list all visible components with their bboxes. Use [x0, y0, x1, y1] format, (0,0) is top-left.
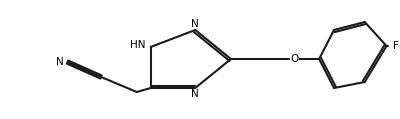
Text: O: O [290, 54, 298, 64]
Text: HN: HN [130, 40, 146, 50]
Text: N: N [56, 57, 64, 67]
Text: F: F [394, 41, 399, 51]
Text: N: N [191, 19, 199, 29]
Text: N: N [191, 89, 199, 99]
